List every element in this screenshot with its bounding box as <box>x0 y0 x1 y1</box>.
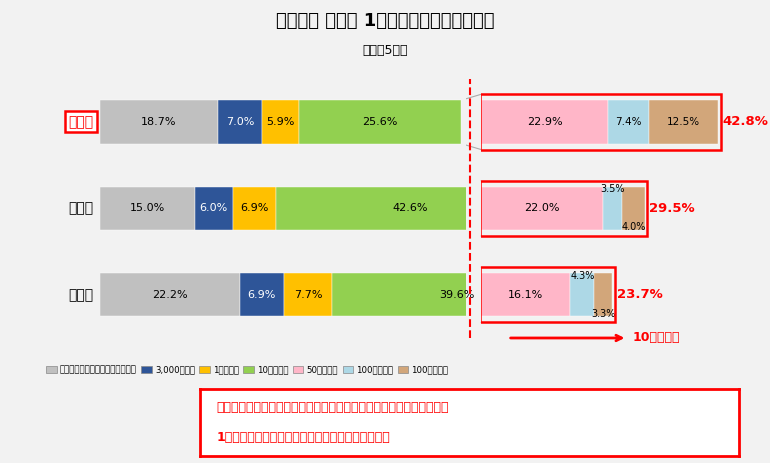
Bar <box>603 187 622 230</box>
Bar <box>100 100 218 144</box>
Text: 12.5%: 12.5% <box>667 117 700 127</box>
Bar <box>480 267 615 322</box>
Bar <box>240 273 283 316</box>
Bar <box>300 100 460 144</box>
Text: 在宅中に侵入される「忍込み」「居空き」と比べ、「空き巣」の方が: 在宅中に侵入される「忍込み」「居空き」と比べ、「空き巣」の方が <box>216 401 449 414</box>
Bar <box>649 100 718 144</box>
Text: 7.0%: 7.0% <box>226 117 254 127</box>
Text: 6.9%: 6.9% <box>240 203 269 213</box>
Bar <box>480 181 648 236</box>
Bar <box>233 187 276 230</box>
Text: 4.0%: 4.0% <box>621 222 645 232</box>
Bar <box>481 273 571 316</box>
Text: 6.9%: 6.9% <box>248 290 276 300</box>
Bar <box>480 94 721 150</box>
Text: 22.9%: 22.9% <box>527 117 562 127</box>
Bar <box>481 187 603 230</box>
Text: 侵入窃盗 手口別 1件あたりの被害額の割合: 侵入窃盗 手口別 1件あたりの被害額の割合 <box>276 12 494 30</box>
Text: 18.7%: 18.7% <box>142 117 177 127</box>
Text: 23.7%: 23.7% <box>617 288 663 301</box>
Text: 42.8%: 42.8% <box>722 115 768 128</box>
Bar <box>283 273 332 316</box>
Text: 忍込み: 忍込み <box>69 201 94 215</box>
Bar <box>195 187 233 230</box>
Text: 4.3%: 4.3% <box>570 271 594 281</box>
Text: 3.3%: 3.3% <box>591 309 615 319</box>
Text: 3.5%: 3.5% <box>601 184 625 194</box>
Bar <box>262 100 300 144</box>
Text: 6.0%: 6.0% <box>199 203 228 213</box>
Bar <box>100 187 195 230</box>
Text: 42.6%: 42.6% <box>393 203 428 213</box>
Bar <box>571 273 594 316</box>
Text: 1件あたりの被害額が大きくなる傾向が見られる。: 1件あたりの被害額が大きくなる傾向が見られる。 <box>216 431 390 444</box>
Text: （令和5年）: （令和5年） <box>362 44 408 57</box>
Text: 7.4%: 7.4% <box>615 117 641 127</box>
Text: 5.9%: 5.9% <box>266 117 295 127</box>
Bar <box>100 273 240 316</box>
Bar <box>276 187 544 230</box>
Bar <box>218 100 262 144</box>
Text: 22.0%: 22.0% <box>524 203 560 213</box>
Text: 居空き: 居空き <box>69 288 94 302</box>
Text: 16.1%: 16.1% <box>508 290 544 300</box>
Text: 7.7%: 7.7% <box>293 290 322 300</box>
Bar <box>608 100 649 144</box>
Text: 39.6%: 39.6% <box>440 290 475 300</box>
Text: 10万円以上: 10万円以上 <box>633 332 680 344</box>
Text: 29.5%: 29.5% <box>649 202 695 215</box>
Text: 22.2%: 22.2% <box>152 290 188 300</box>
Text: 空き巣: 空き巣 <box>69 115 94 129</box>
Bar <box>481 100 608 144</box>
Legend: 被害なし／被害額認定困難なもの, 3,000円未満, 1万円未満, 10万円未満, 50万円未満, 100万円未満, 100万円以上: 被害なし／被害額認定困難なもの, 3,000円未満, 1万円未満, 10万円未満… <box>43 362 452 378</box>
Bar <box>332 273 582 316</box>
Text: 25.6%: 25.6% <box>363 117 398 127</box>
Bar <box>594 273 612 316</box>
Bar <box>622 187 644 230</box>
Text: 15.0%: 15.0% <box>130 203 165 213</box>
